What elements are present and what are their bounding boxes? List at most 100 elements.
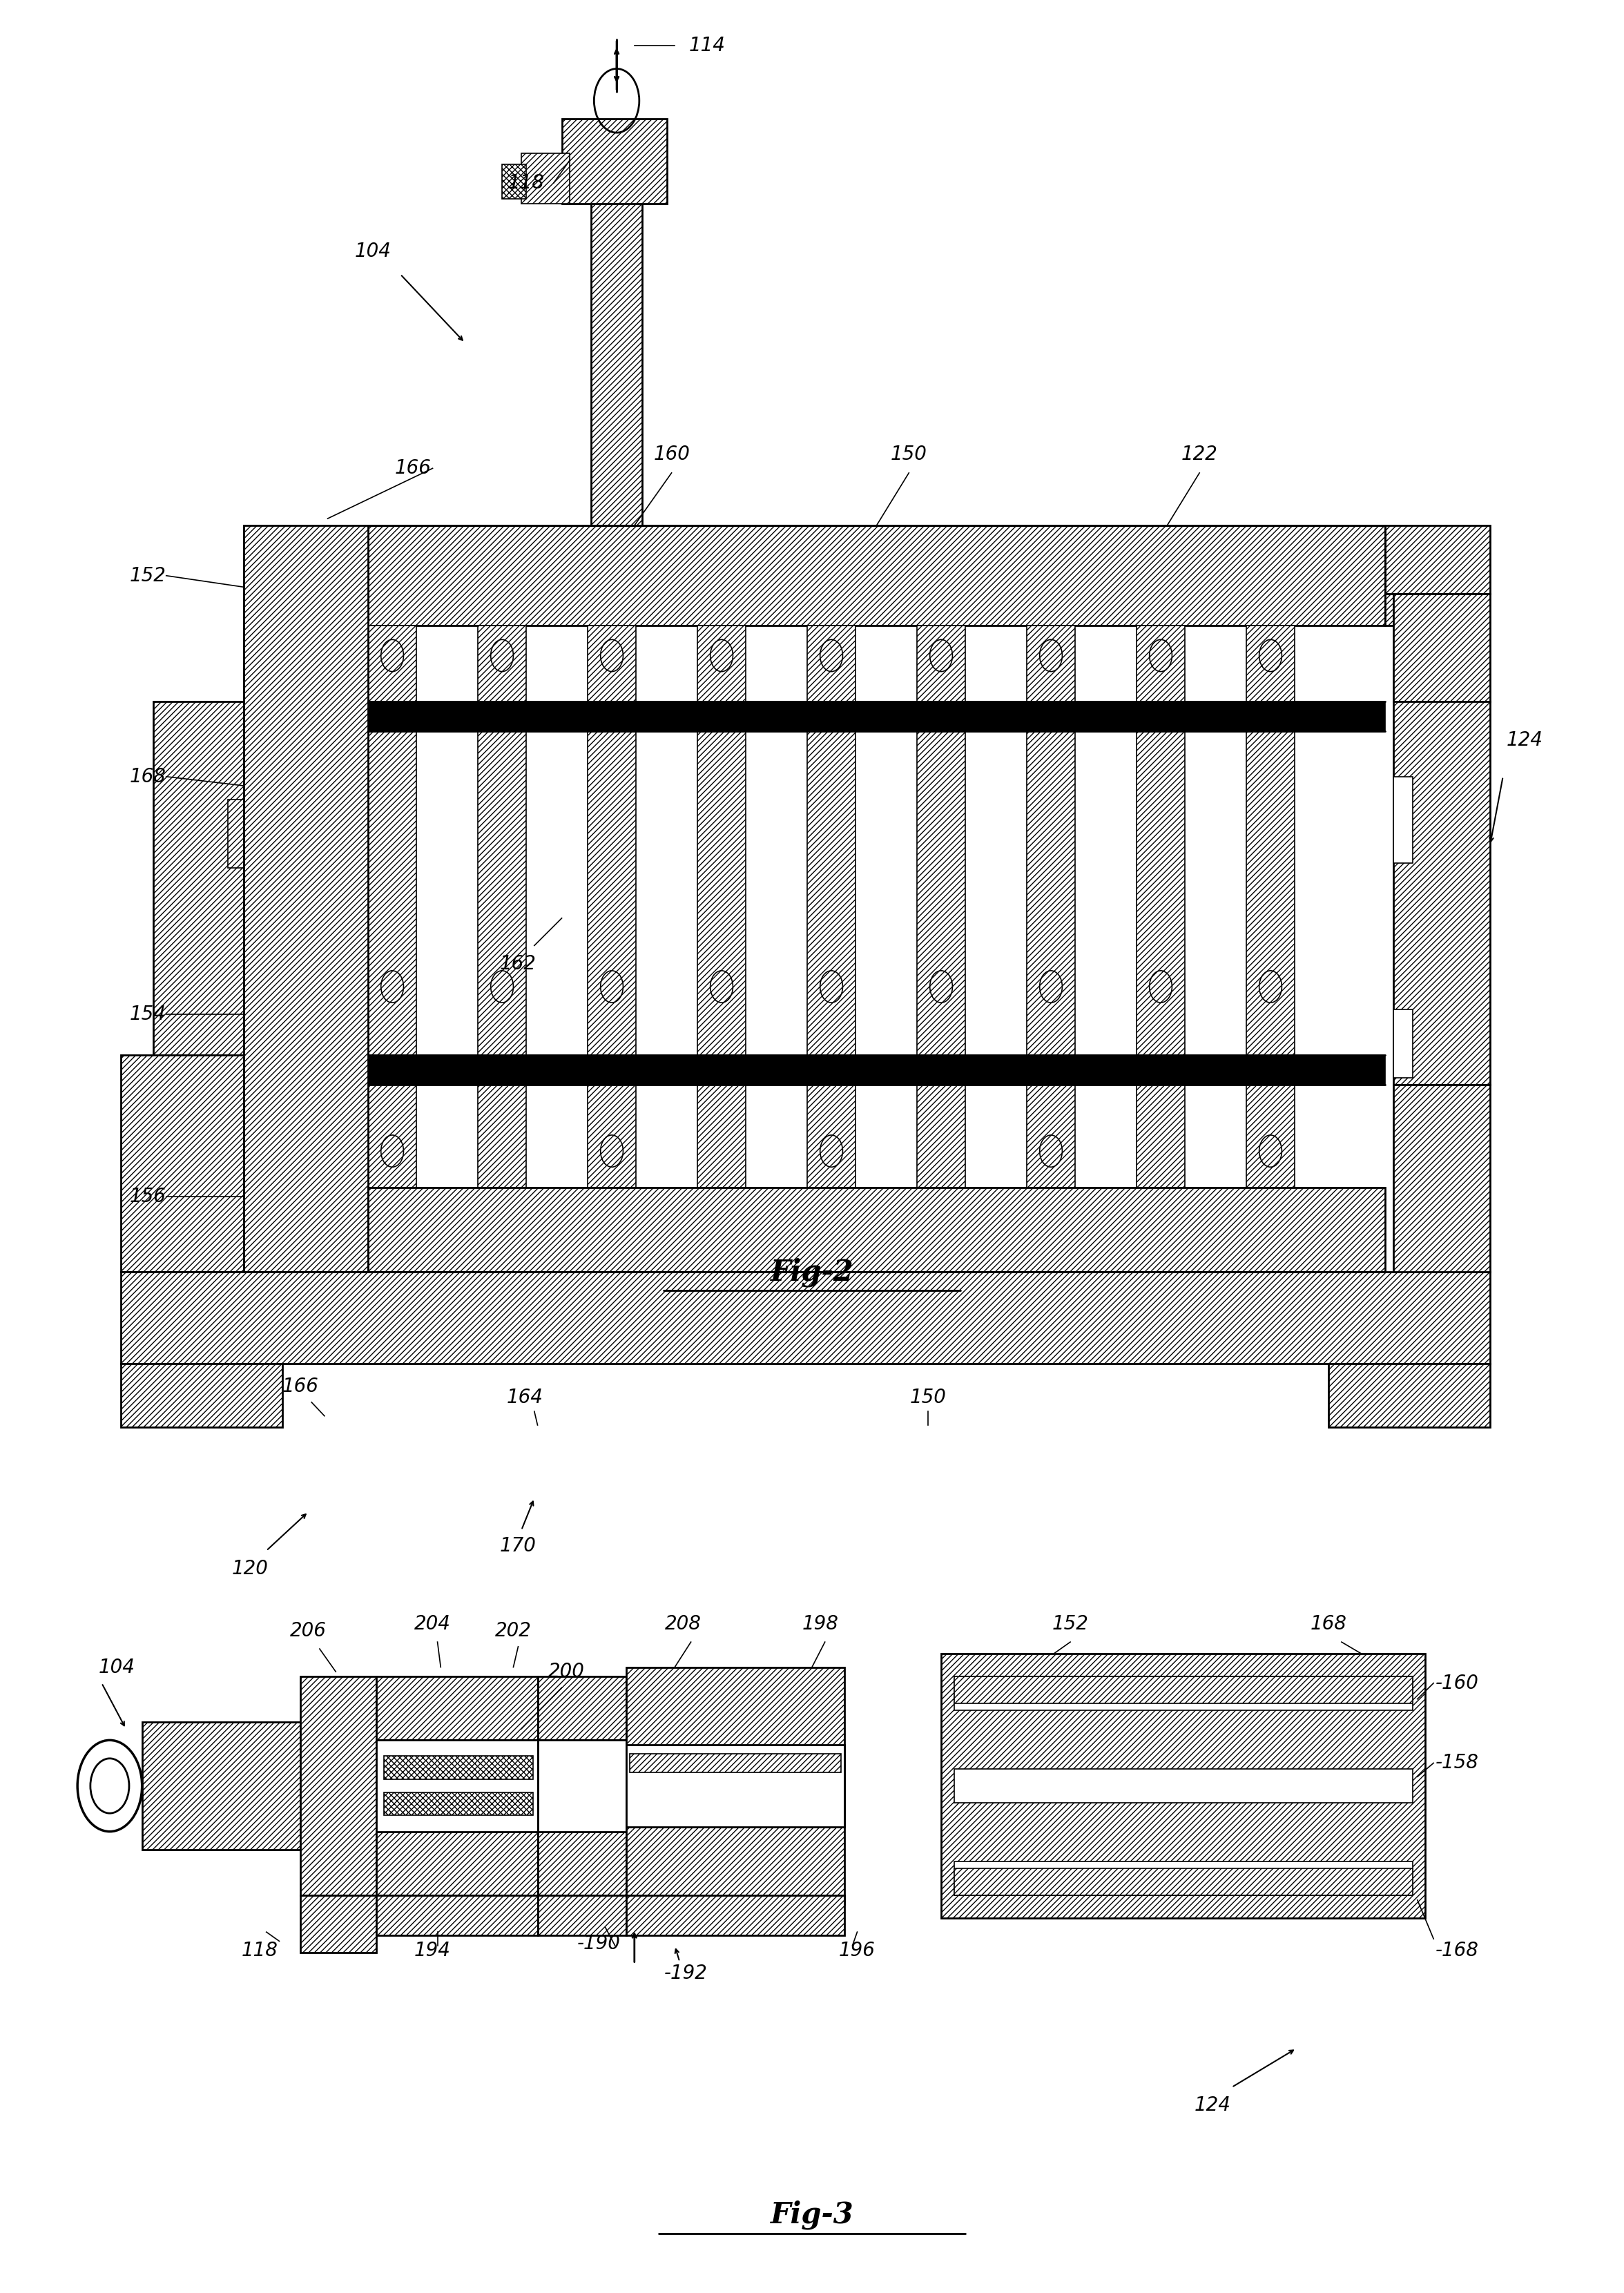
Bar xyxy=(953,1768,1413,1802)
Bar xyxy=(369,1188,1385,1273)
Bar xyxy=(1393,594,1491,702)
Bar xyxy=(918,626,965,1273)
Text: 124: 124 xyxy=(1505,731,1543,750)
Text: 166: 166 xyxy=(395,459,432,477)
Text: 162: 162 xyxy=(500,954,536,975)
Text: -192: -192 xyxy=(664,1963,708,1983)
Bar xyxy=(526,626,588,1273)
Text: 104: 104 xyxy=(354,241,391,261)
Bar xyxy=(953,1862,1413,1896)
Text: 124: 124 xyxy=(1194,2096,1231,2114)
Text: 206: 206 xyxy=(291,1621,326,1639)
Bar xyxy=(1328,1364,1491,1426)
Text: 160: 160 xyxy=(653,445,690,463)
Bar xyxy=(953,1869,1413,1896)
Bar xyxy=(122,1273,1491,1364)
Bar xyxy=(369,1055,1385,1085)
Text: 118: 118 xyxy=(242,1940,278,1961)
Bar xyxy=(953,1676,1413,1711)
Bar xyxy=(141,1722,300,1850)
Bar xyxy=(1026,626,1075,1273)
Bar xyxy=(122,1364,283,1426)
Bar xyxy=(588,626,637,1273)
Bar xyxy=(562,119,667,204)
Bar xyxy=(153,702,244,1085)
Text: 150: 150 xyxy=(909,1387,947,1408)
Text: 166: 166 xyxy=(283,1376,318,1396)
Bar xyxy=(377,1832,538,1896)
Bar xyxy=(502,165,526,199)
Text: 154: 154 xyxy=(130,1004,166,1023)
Bar xyxy=(369,626,416,1273)
Bar xyxy=(856,626,918,1273)
Text: 156: 156 xyxy=(130,1188,166,1206)
Text: 170: 170 xyxy=(500,1536,536,1555)
Bar xyxy=(637,626,697,1273)
Bar xyxy=(244,525,369,594)
Bar xyxy=(1393,777,1413,864)
Text: 122: 122 xyxy=(1181,445,1218,463)
Text: 150: 150 xyxy=(890,445,927,463)
Text: 152: 152 xyxy=(1052,1614,1088,1633)
Bar xyxy=(1186,626,1246,1273)
Text: 202: 202 xyxy=(495,1621,531,1639)
Bar xyxy=(416,626,477,1273)
Bar xyxy=(1075,626,1137,1273)
Text: -190: -190 xyxy=(577,1933,620,1954)
Bar xyxy=(807,626,856,1273)
Bar xyxy=(538,1740,627,1832)
Bar xyxy=(942,1653,1426,1919)
Text: 198: 198 xyxy=(802,1614,838,1633)
Bar xyxy=(1393,702,1491,1085)
Bar xyxy=(369,525,1385,626)
Bar xyxy=(377,1896,538,1935)
Bar xyxy=(385,1756,533,1779)
Bar xyxy=(1385,594,1458,626)
Bar xyxy=(965,626,1026,1273)
Text: 168: 168 xyxy=(130,766,166,786)
Text: 204: 204 xyxy=(414,1614,451,1633)
Text: 196: 196 xyxy=(840,1940,875,1961)
Text: 200: 200 xyxy=(549,1662,585,1681)
Bar xyxy=(300,1896,377,1954)
Bar xyxy=(627,1745,844,1828)
Text: -168: -168 xyxy=(1436,1940,1478,1961)
Text: 152: 152 xyxy=(130,566,166,585)
Bar xyxy=(227,800,244,869)
Text: -160: -160 xyxy=(1436,1674,1478,1692)
Bar xyxy=(377,1676,538,1740)
Bar xyxy=(477,626,526,1273)
Bar xyxy=(369,702,1385,731)
Bar xyxy=(538,1896,627,1935)
Bar xyxy=(521,154,570,204)
Text: 118: 118 xyxy=(508,174,544,193)
Bar xyxy=(300,1676,377,1896)
Bar xyxy=(697,626,745,1273)
Text: 120: 120 xyxy=(232,1559,268,1578)
Bar xyxy=(745,626,807,1273)
Bar xyxy=(591,165,643,525)
Bar xyxy=(244,525,369,1273)
Bar xyxy=(385,1793,533,1816)
Bar xyxy=(538,1832,627,1896)
Bar xyxy=(122,1055,244,1273)
Text: 208: 208 xyxy=(664,1614,702,1633)
Bar xyxy=(630,1754,841,1772)
Bar xyxy=(627,1667,844,1905)
Bar xyxy=(1246,626,1294,1273)
Bar xyxy=(538,1676,627,1740)
Bar xyxy=(953,1676,1413,1704)
Bar xyxy=(1385,525,1491,594)
Bar xyxy=(377,1740,538,1832)
Text: 168: 168 xyxy=(1311,1614,1346,1633)
Text: 114: 114 xyxy=(689,37,726,55)
Text: 104: 104 xyxy=(99,1658,135,1676)
Text: Fig-2: Fig-2 xyxy=(770,1257,854,1286)
Bar xyxy=(1393,1009,1413,1078)
Text: 164: 164 xyxy=(507,1387,542,1408)
Text: -158: -158 xyxy=(1436,1754,1478,1772)
Bar xyxy=(627,1896,844,1935)
Text: Fig-3: Fig-3 xyxy=(770,2201,854,2229)
Text: 194: 194 xyxy=(414,1940,451,1961)
Bar xyxy=(1393,1085,1491,1273)
